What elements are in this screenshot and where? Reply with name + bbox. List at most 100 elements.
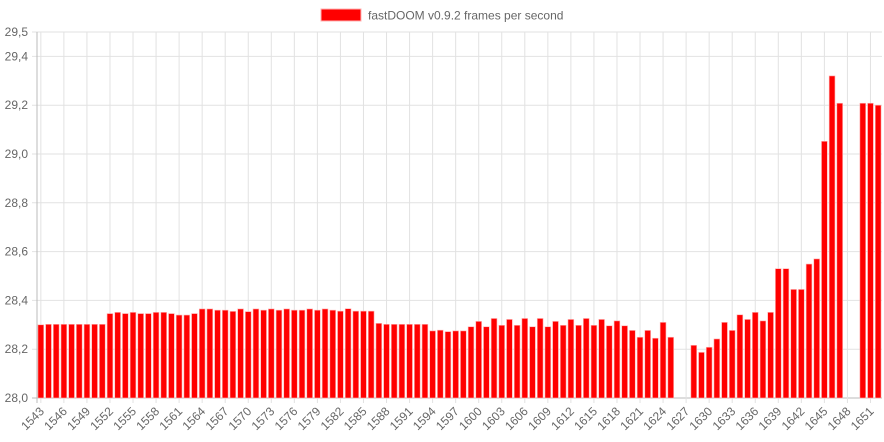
x-tick-label: 1600 (456, 404, 485, 433)
bar-1631 (713, 338, 721, 399)
bar-1602 (490, 318, 498, 399)
bar-1608 (536, 318, 544, 399)
bar-1545 (53, 324, 60, 399)
bar-1550 (91, 324, 98, 399)
bar-1567 (222, 309, 229, 399)
x-tick-label: 1564 (179, 404, 208, 433)
bar-1630 (705, 346, 713, 399)
bar-1546 (60, 324, 68, 399)
bar-1557 (145, 313, 152, 399)
bar-1547 (68, 324, 75, 399)
bar-1599 (467, 326, 475, 399)
bar-1638 (767, 312, 774, 399)
bar-1548 (76, 324, 83, 399)
bar-1595 (437, 329, 444, 399)
y-tick-label: 28,0 (5, 391, 29, 405)
x-tick-label: 1543 (18, 404, 47, 433)
y-tick-label: 29,5 (5, 25, 29, 39)
y-tick-label: 28,8 (5, 196, 29, 210)
x-tick-label: 1606 (502, 404, 531, 433)
bar-1643 (805, 263, 813, 399)
bar-1611 (560, 324, 567, 399)
x-tick-label: 1621 (617, 404, 646, 433)
bar-1596 (444, 331, 452, 399)
bar-1562 (183, 314, 190, 399)
y-tick-label: 28,4 (5, 293, 29, 307)
bar-1623 (652, 337, 659, 399)
bar-1575 (283, 308, 290, 399)
bar-1640 (782, 268, 790, 399)
bar-1634 (736, 314, 744, 399)
bar-1651 (867, 102, 874, 399)
x-tick-label: 1573 (249, 404, 278, 433)
bar-1551 (99, 324, 106, 399)
bar-1593 (421, 324, 429, 399)
y-tick-label: 29,4 (5, 49, 29, 63)
bar-1605 (513, 324, 521, 399)
x-axis: 1543154615491552155515581561156415671570… (18, 404, 877, 433)
x-tick-label: 1591 (387, 404, 416, 433)
x-tick-label: 1645 (802, 404, 831, 433)
x-tick-label: 1594 (410, 404, 439, 433)
bar-1601 (483, 326, 490, 399)
bar-1574 (275, 309, 283, 399)
bar-1636 (752, 312, 759, 399)
bar-1543 (37, 324, 45, 399)
bar-1549 (83, 324, 91, 399)
bar-1650 (859, 102, 866, 399)
bar-1629 (698, 352, 705, 399)
bar-1632 (721, 322, 728, 399)
bar-1571 (252, 308, 260, 399)
bar-1652 (874, 104, 882, 399)
bar-1559 (160, 312, 167, 399)
bar-1587 (375, 323, 383, 399)
bar-1568 (229, 311, 237, 399)
bar-1565 (206, 308, 214, 399)
x-tick-label: 1561 (156, 404, 185, 433)
bar-1617 (606, 325, 613, 399)
x-tick-label: 1555 (110, 404, 139, 433)
bar-1612 (567, 319, 575, 399)
legend-label: fastDOOM v0.9.2 frames per second (368, 9, 563, 23)
bar-1598 (460, 330, 467, 399)
bars (37, 75, 882, 399)
bar-1594 (429, 330, 436, 399)
x-tick-label: 1612 (548, 404, 577, 433)
bar-1572 (260, 309, 267, 399)
bar-1552 (106, 313, 114, 399)
x-tick-label: 1627 (663, 404, 692, 433)
bar-1639 (775, 268, 782, 399)
bar-1620 (629, 330, 636, 399)
bar-1576 (291, 309, 298, 399)
bar-1588 (383, 324, 390, 399)
bar-1644 (813, 258, 820, 399)
bar-1597 (452, 330, 459, 399)
bar-1645 (821, 141, 828, 399)
legend[interactable]: fastDOOM v0.9.2 frames per second (320, 8, 563, 23)
bar-1564 (198, 308, 206, 399)
x-tick-label: 1624 (640, 404, 669, 433)
bar-1646 (828, 75, 836, 399)
x-tick-label: 1570 (226, 404, 255, 433)
x-tick-label: 1582 (318, 404, 347, 433)
bar-1618 (613, 320, 621, 399)
bar-1607 (529, 326, 536, 399)
x-tick-label: 1615 (571, 404, 600, 433)
x-tick-label: 1609 (525, 404, 554, 433)
x-tick-label: 1639 (756, 404, 785, 433)
bar-1579 (314, 309, 321, 399)
bar-1544 (45, 324, 52, 399)
bar-1563 (191, 313, 198, 399)
x-tick-label: 1651 (848, 404, 877, 433)
x-tick-label: 1618 (594, 404, 623, 433)
bar-1621 (636, 336, 644, 399)
bar-1553 (114, 312, 121, 399)
bar-1556 (137, 313, 144, 399)
y-tick-label: 29,2 (5, 98, 29, 112)
x-tick-label: 1603 (479, 404, 508, 433)
bar-1637 (759, 320, 767, 399)
bar-1582 (337, 310, 344, 399)
bar-1642 (798, 289, 805, 399)
bar-1589 (391, 324, 398, 399)
bar-1625 (667, 336, 674, 399)
